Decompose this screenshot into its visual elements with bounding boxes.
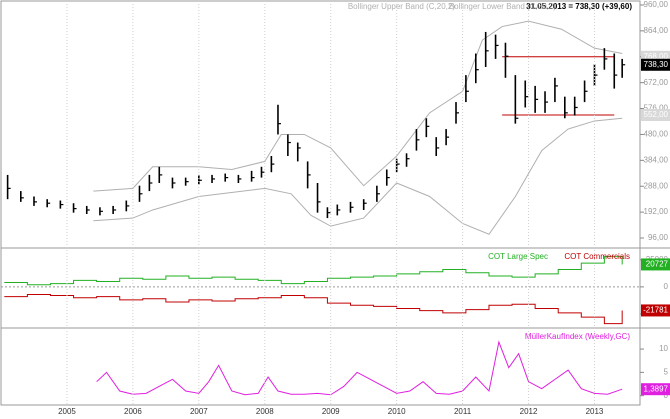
y-tick-label: 0 xyxy=(664,391,669,400)
y-tick-label: 96,00 xyxy=(648,233,669,242)
y-tick-label: 864,00 xyxy=(644,26,669,35)
legend-label: COT Commercials xyxy=(564,252,630,261)
y-tick-label: 480,00 xyxy=(644,130,669,139)
x-tick-label: 2005 xyxy=(58,407,76,416)
x-tick-label: 2011 xyxy=(454,407,472,416)
y-tick-label: 0 xyxy=(664,282,669,291)
y-tick-label: 672,00 xyxy=(644,78,669,87)
bollinger-band xyxy=(93,117,623,235)
y-tick-label: 576,00 xyxy=(644,104,669,113)
y-tick-label: 960,00 xyxy=(644,0,669,9)
x-tick-label: 2010 xyxy=(388,407,406,416)
legend-label: Bollinger Upper Band (C,20,2) xyxy=(348,2,456,11)
x-tick-label: 2013 xyxy=(586,407,604,416)
value-tag xyxy=(641,383,670,396)
series-line xyxy=(96,340,623,396)
y-tick-label: 192,00 xyxy=(644,207,669,216)
value-tag xyxy=(641,258,670,271)
level-tag-label: 768,00 xyxy=(644,52,669,61)
level-tag-label: 552,00 xyxy=(644,110,669,119)
x-tick-label: 2012 xyxy=(520,407,538,416)
level-tag xyxy=(641,109,670,122)
series-line xyxy=(4,256,623,286)
value-tag-label: 738,30 xyxy=(644,60,669,69)
y-tick-label: 5 xyxy=(664,367,669,376)
x-tick-label: 2009 xyxy=(322,407,340,416)
y-tick-label: 10 xyxy=(659,344,668,353)
value-tag xyxy=(641,304,670,317)
value-tag-label: -21781 xyxy=(643,306,668,315)
x-tick-label: 2006 xyxy=(124,407,142,416)
x-tick-label: 2008 xyxy=(256,407,274,416)
header-value: 31.05.2013 = 738,30 (+39,60) xyxy=(526,2,632,11)
plot-frame xyxy=(0,0,641,406)
value-tag xyxy=(641,58,670,71)
series-line xyxy=(4,293,623,325)
y-tick-label: 384,00 xyxy=(644,155,669,164)
legend-label: COT Large Spec xyxy=(488,252,548,261)
value-tag-label: 20727 xyxy=(646,260,669,269)
value-tag-label: 1,3897 xyxy=(644,384,669,393)
x-tick-label: 2007 xyxy=(190,407,208,416)
legend-label: Bollinger Lower Band (C,20,2) xyxy=(449,2,557,11)
legend-label: MüllerKaufIndex (Weekly,GC) xyxy=(525,332,630,341)
y-tick-label: 288,00 xyxy=(644,181,669,190)
